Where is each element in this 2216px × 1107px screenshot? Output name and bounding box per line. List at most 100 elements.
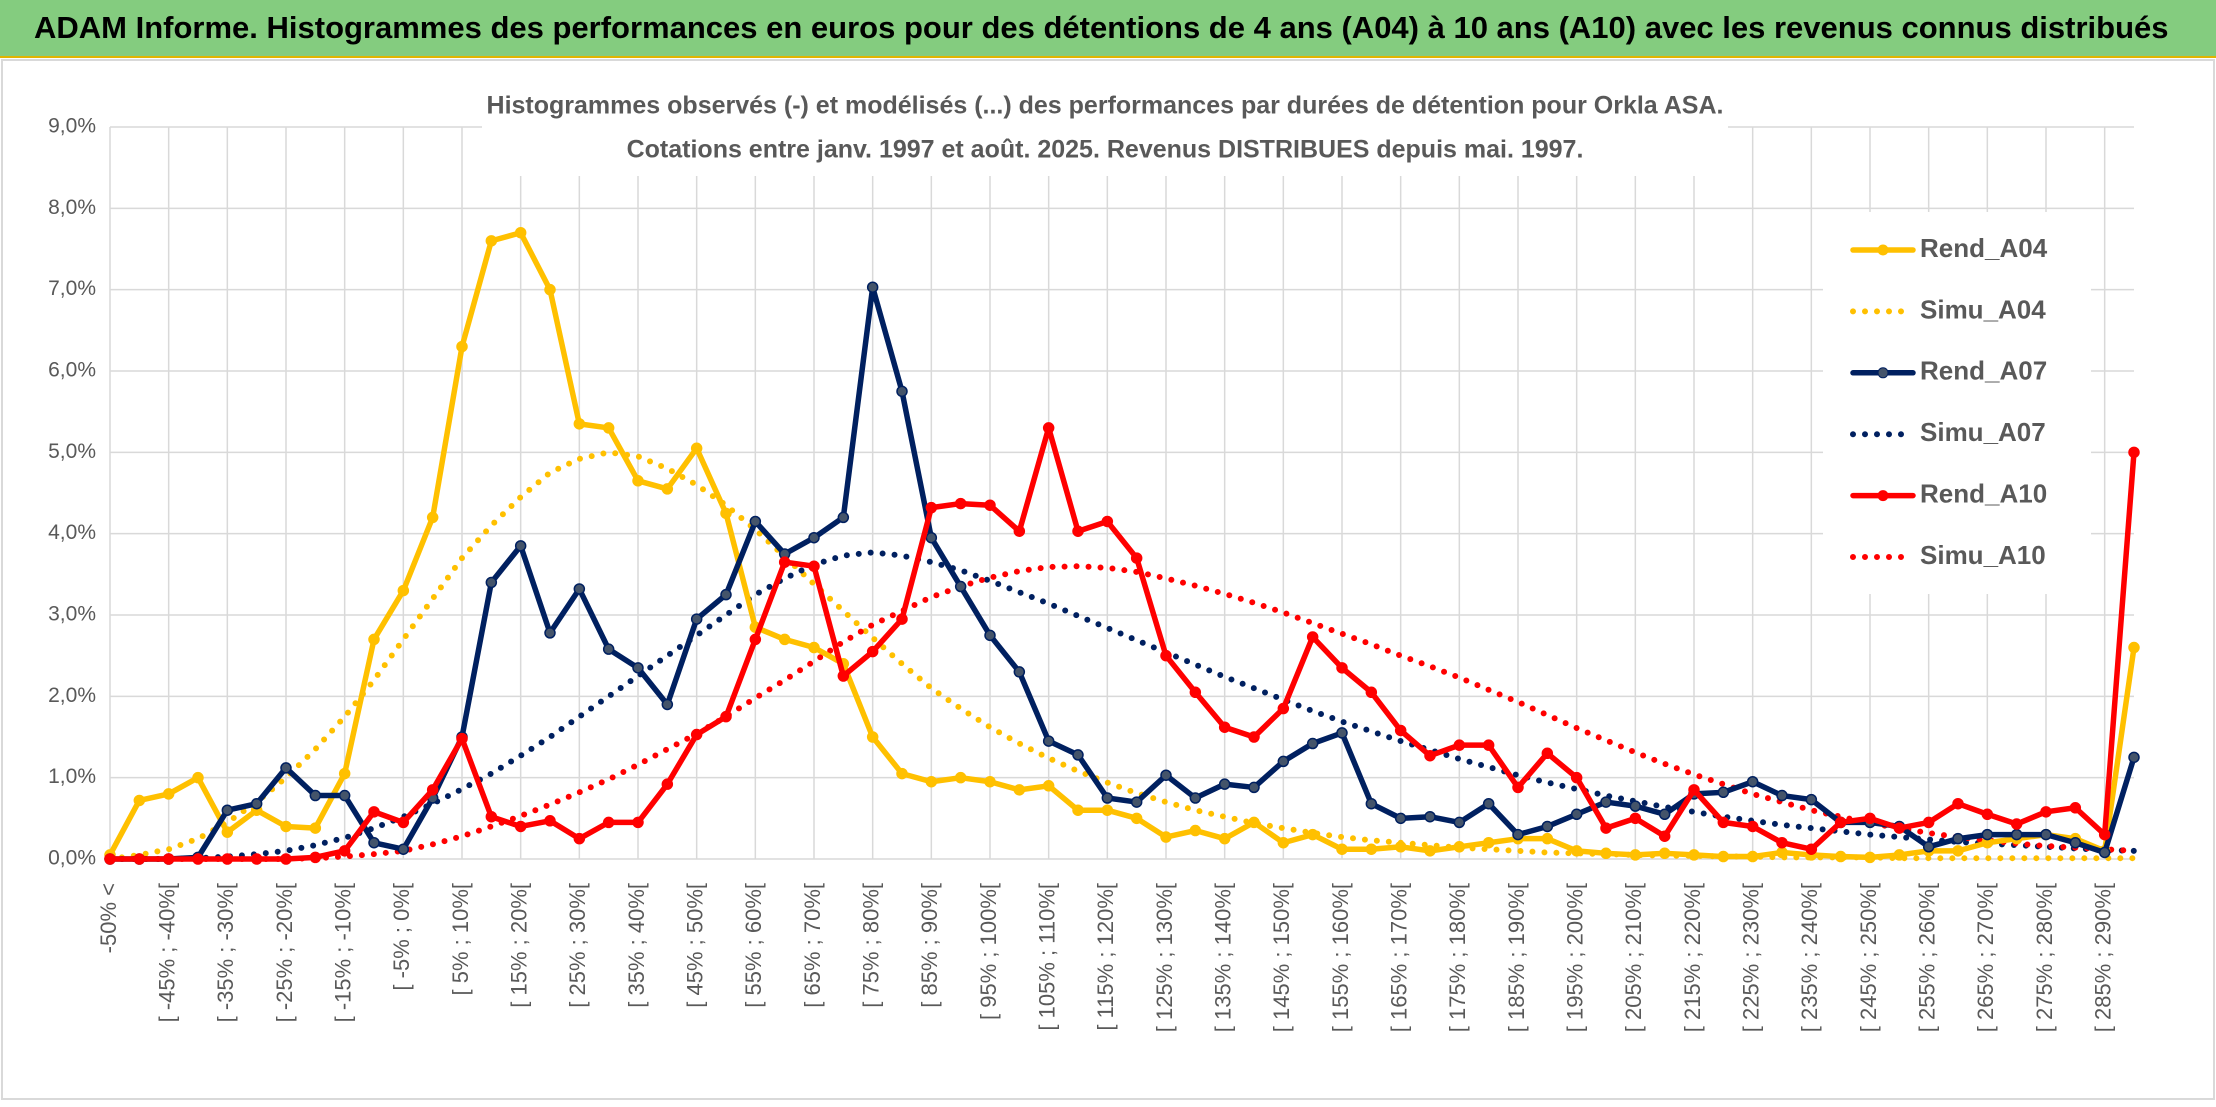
- point-marker: [1218, 778, 1231, 790]
- x-tick-label: [ 215% ; 220%[: [1680, 883, 1705, 1032]
- x-tick-label: [ -15% ; -10%[: [330, 883, 355, 1022]
- point-marker: [661, 778, 674, 790]
- point-marker: [632, 662, 644, 674]
- point-marker: [2098, 828, 2111, 841]
- point-marker: [896, 385, 908, 398]
- point-marker: [1424, 749, 1436, 762]
- title-bar: [0, 0, 2216, 57]
- point-marker: [250, 853, 263, 865]
- point-marker: [1336, 843, 1348, 855]
- point-marker: [1218, 721, 1231, 733]
- point-marker: [1042, 780, 1055, 792]
- point-marker: [954, 497, 967, 510]
- point-marker: [1570, 808, 1583, 821]
- point-marker: [1541, 747, 1554, 760]
- point-marker: [544, 815, 556, 827]
- point-marker: [1776, 846, 1788, 859]
- x-tick-label: [ 255% ; 260%[: [1914, 883, 1939, 1032]
- legend-label: Rend_A04: [1920, 233, 2048, 263]
- legend: Rend_A04 Simu_A04 Rend_A07 Simu_A07 Rend_A10…: [1850, 233, 2048, 570]
- legend-label: Simu_A07: [1920, 417, 2046, 447]
- y-tick-label: 0,0%: [48, 847, 96, 870]
- point-marker: [1042, 735, 1055, 747]
- point-marker: [1746, 775, 1759, 788]
- point-marker: [1248, 816, 1260, 829]
- observed-line: [107, 229, 2137, 861]
- point-marker: [866, 281, 879, 293]
- point-marker: [925, 531, 938, 544]
- point-marker: [1981, 808, 1994, 821]
- point-marker: [338, 767, 351, 780]
- point-marker: [162, 788, 175, 800]
- x-tick-label: [ 245% ; 250%[: [1856, 883, 1881, 1032]
- chart-title-box: [482, 84, 1728, 176]
- x-tick-label: [ 15% ; 20%[: [506, 883, 531, 1008]
- point-marker: [1629, 812, 1642, 825]
- point-marker: [1101, 515, 1114, 528]
- point-marker: [1306, 828, 1319, 841]
- point-marker: [1482, 739, 1495, 751]
- x-tick-label: [ 145% ; 150%[: [1269, 883, 1294, 1032]
- point-marker: [1893, 822, 1906, 834]
- chart-title: Histogrammes observés (-) et modélisés (…: [487, 92, 1724, 120]
- point-marker: [1365, 686, 1378, 699]
- point-marker: [2040, 806, 2052, 818]
- y-tick-label: 8,0%: [48, 196, 96, 219]
- point-marker: [221, 826, 234, 838]
- point-marker: [573, 583, 586, 595]
- point-marker: [632, 475, 644, 487]
- point-marker: [954, 771, 967, 784]
- y-tick-label: 9,0%: [48, 115, 96, 138]
- point-marker: [661, 483, 674, 495]
- point-marker: [778, 633, 791, 646]
- point-marker: [573, 418, 586, 430]
- point-marker: [485, 235, 498, 247]
- point-marker: [1160, 831, 1172, 843]
- point-marker: [778, 556, 791, 568]
- point-marker: [690, 442, 703, 455]
- point-marker: [632, 816, 644, 829]
- point-marker: [1570, 771, 1583, 784]
- point-marker: [1776, 836, 1788, 849]
- x-tick-label: [ -25% ; -20%[: [272, 883, 297, 1022]
- point-marker: [1306, 737, 1319, 750]
- point-marker: [485, 576, 498, 589]
- point-marker: [2128, 446, 2140, 459]
- point-marker: [1277, 755, 1290, 768]
- x-tick-label: [ 265% ; 270%[: [1973, 883, 1998, 1032]
- point-marker: [2069, 802, 2082, 814]
- point-marker: [221, 853, 234, 865]
- legend-marker: [1877, 490, 1889, 502]
- point-marker: [309, 851, 322, 864]
- plot: [104, 226, 2140, 865]
- point-marker: [1336, 662, 1348, 674]
- point-marker: [1189, 824, 1202, 837]
- point-marker: [984, 499, 996, 511]
- point-marker: [837, 670, 850, 682]
- point-marker: [1394, 724, 1407, 737]
- x-tick-label: [ 155% ; 160%[: [1328, 883, 1353, 1032]
- point-marker: [397, 584, 410, 597]
- point-marker: [1688, 849, 1700, 861]
- simulated-line: [107, 563, 2137, 862]
- point-marker: [309, 822, 322, 834]
- simulated-line: [107, 549, 2137, 862]
- point-marker: [1717, 816, 1730, 829]
- point-marker: [1130, 812, 1143, 825]
- y-tick-label: 2,0%: [48, 684, 96, 707]
- x-tick-label: [ -5% ; 0%[: [389, 883, 414, 991]
- point-marker: [1570, 845, 1583, 857]
- point-marker: [896, 613, 908, 625]
- point-marker: [1013, 784, 1026, 796]
- x-tick-label: [ 75% ; 80%[: [858, 883, 883, 1008]
- point-marker: [1424, 810, 1436, 823]
- point-marker: [133, 853, 146, 865]
- legend-label: Rend_A07: [1920, 356, 2047, 386]
- x-tick-label: [ 125% ; 130%[: [1152, 883, 1177, 1032]
- legend-label: Rend_A10: [1920, 478, 2047, 508]
- point-marker: [602, 816, 615, 829]
- x-tick-label: [ 205% ; 210%[: [1621, 883, 1646, 1032]
- point-marker: [1629, 800, 1642, 812]
- point-marker: [1424, 845, 1436, 857]
